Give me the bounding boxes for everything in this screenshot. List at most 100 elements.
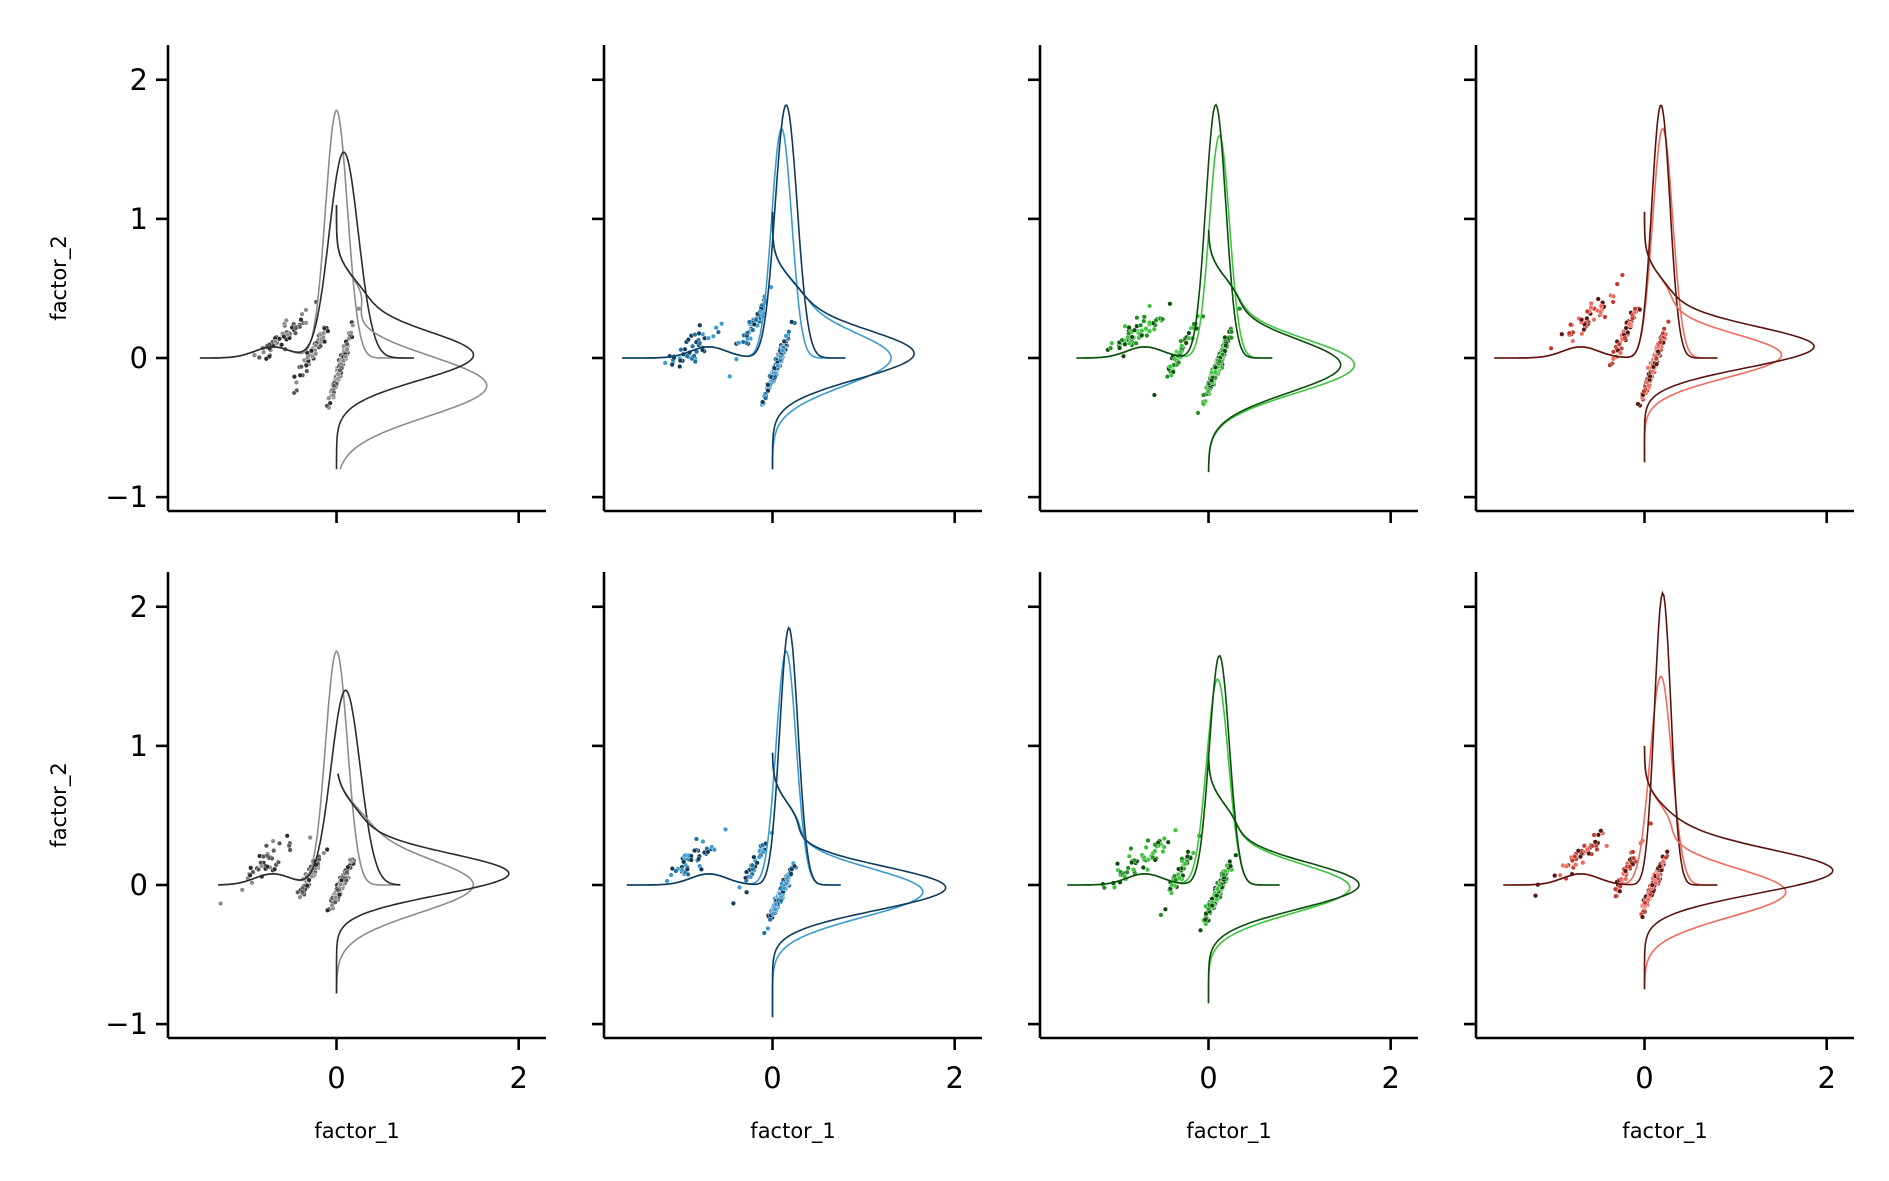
scatter-point	[338, 881, 344, 887]
scatter-point	[1647, 891, 1653, 897]
scatter-point	[347, 857, 353, 863]
scatter-point	[1219, 352, 1225, 358]
subplot-r1-c2: 0 2 factor_1	[1028, 572, 1418, 1144]
scatter-point	[1143, 326, 1149, 332]
scatter-point	[1169, 882, 1175, 888]
y-tick-label: 1	[130, 202, 148, 236]
scatter-point	[1627, 864, 1633, 870]
scatter-point	[1655, 872, 1661, 878]
scatter-point	[696, 856, 702, 862]
scatter-point	[327, 400, 333, 406]
scatter-point	[757, 309, 763, 315]
scatter-point	[778, 898, 784, 904]
scatter-point	[705, 849, 711, 855]
scatter-point	[1205, 389, 1211, 395]
kde-x-curve	[622, 104, 846, 359]
x-tick-label: 0	[327, 1061, 345, 1095]
kde-y-curve	[1207, 230, 1342, 473]
scatter-point	[1209, 377, 1215, 383]
scatter-point	[1653, 356, 1659, 362]
scatter-point	[303, 320, 309, 326]
scatter-point	[250, 869, 256, 875]
subplot-r1-c0: −1 0 1 2 0 2 factor_1 factor_2	[47, 572, 546, 1144]
scatter-point	[779, 881, 785, 887]
scatter-point	[1129, 334, 1135, 340]
scatter-point	[1614, 281, 1620, 287]
scatter-point	[261, 349, 267, 355]
scatter-point	[293, 330, 299, 336]
scatter-point	[789, 319, 795, 325]
kde-y-curve	[1643, 211, 1815, 463]
scatter-point	[1646, 383, 1652, 389]
scatter-point	[1203, 921, 1209, 927]
scatter-point	[1630, 849, 1636, 855]
scatter-point	[1108, 345, 1114, 351]
scatter-point	[293, 325, 299, 331]
scatter-point	[303, 362, 309, 368]
scatter-point	[1657, 863, 1663, 869]
scatter-point	[1570, 338, 1576, 344]
scatter-point	[330, 393, 336, 399]
scatter-point	[1591, 832, 1597, 838]
scatter-point	[698, 866, 704, 872]
scatter-point	[688, 857, 694, 863]
kde-y-curve	[1643, 745, 1834, 990]
scatter-point	[1122, 341, 1128, 347]
scatter-point	[298, 317, 304, 323]
scatter-point	[304, 883, 310, 889]
scatter-point	[271, 848, 277, 854]
x-axis-title: factor_1	[1622, 1119, 1707, 1144]
scatter-point	[1637, 307, 1643, 313]
scatter-point	[1120, 353, 1126, 359]
scatter-point	[1179, 343, 1185, 349]
y-tick-label: −1	[105, 1007, 148, 1041]
scatter-point	[691, 353, 697, 359]
scatter-point	[344, 869, 350, 875]
scatter-point	[763, 395, 769, 401]
scatter-point	[1622, 335, 1628, 341]
kde-x-curve	[199, 151, 414, 359]
kde-y-curve	[771, 752, 947, 1018]
scatter-point	[1584, 309, 1590, 315]
scatter-point	[1143, 844, 1149, 850]
scatter-point	[770, 911, 776, 917]
scatter-point	[668, 872, 674, 878]
scatter-point	[1153, 317, 1159, 323]
scatter-point	[1660, 330, 1666, 336]
plot-area	[622, 104, 915, 470]
scatter-point	[1655, 349, 1661, 355]
scatter-point	[1147, 328, 1153, 334]
scatter-point	[335, 887, 341, 893]
scatter-point	[1144, 867, 1150, 873]
scatter-point	[1586, 851, 1592, 857]
scatter-point	[1152, 857, 1158, 863]
scatter-point	[1134, 315, 1140, 321]
scatter-point	[269, 856, 275, 862]
scatter-point	[345, 864, 351, 870]
scatter-point	[1126, 853, 1132, 859]
scatter-point	[284, 833, 290, 839]
scatter-point	[1184, 854, 1190, 860]
scatter-point	[1216, 358, 1222, 364]
scatter-point	[1228, 863, 1234, 869]
scatter-point	[303, 307, 309, 313]
scatter-point	[1623, 325, 1629, 331]
scatter-point	[765, 388, 771, 394]
scatter-point	[1203, 903, 1209, 909]
scatter-point	[744, 330, 750, 336]
scatter-point	[1140, 865, 1146, 871]
scatter-point	[740, 339, 746, 345]
scatter-point	[751, 321, 757, 327]
scatter-point	[1653, 361, 1659, 367]
kde-y-curve	[771, 752, 924, 1018]
scatter-point	[248, 865, 254, 871]
scatter-point	[713, 325, 719, 331]
scatter-point	[1631, 855, 1637, 861]
scatter-point	[321, 330, 327, 336]
scatter-point	[1124, 869, 1130, 875]
kde-x-curve	[1503, 590, 1718, 886]
scatter-point	[218, 901, 224, 907]
x-axis-title: factor_1	[1186, 1119, 1271, 1144]
scatter-point	[272, 866, 278, 872]
kde-y-curve	[1643, 745, 1787, 990]
